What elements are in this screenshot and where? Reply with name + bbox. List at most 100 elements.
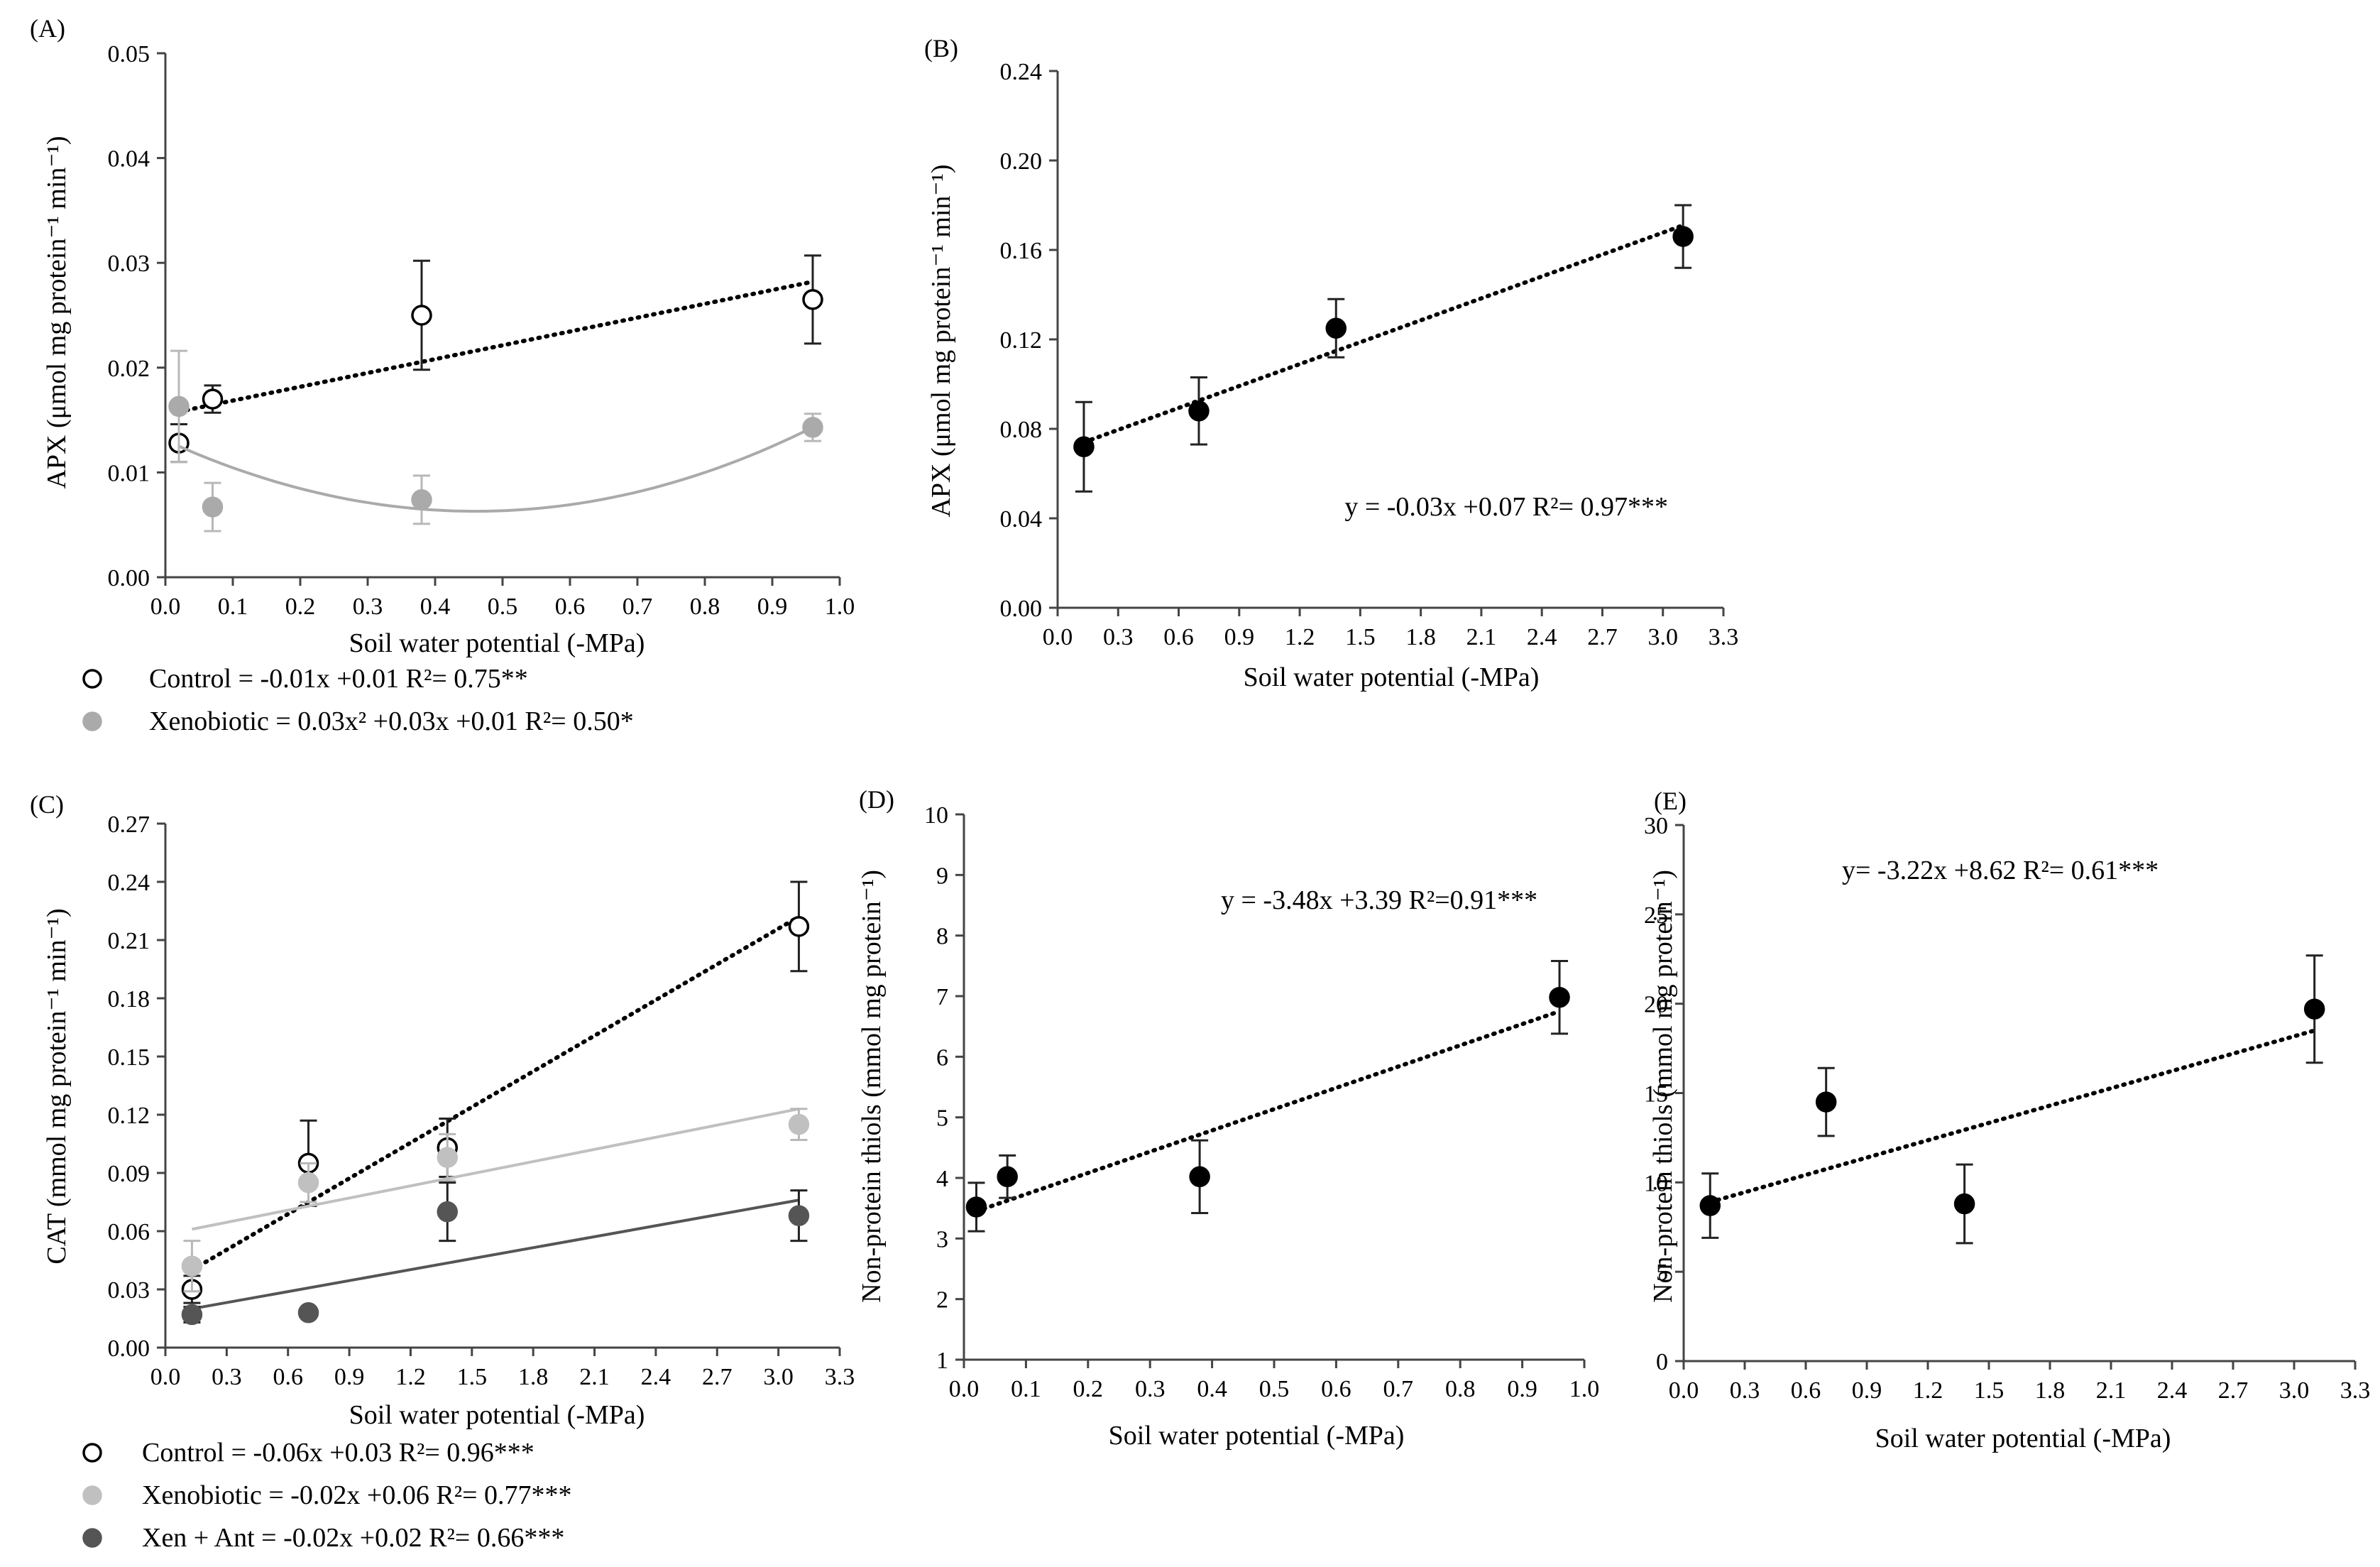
x-tick-label: 1.2 <box>395 1364 426 1390</box>
data-point <box>297 1302 319 1323</box>
x-tick-label: 0.9 <box>1852 1377 1882 1404</box>
data-point <box>997 1166 1018 1188</box>
y-tick-label: 0.15 <box>108 1044 150 1071</box>
y-tick-label: 0.12 <box>108 1103 150 1129</box>
series-control <box>168 254 823 464</box>
x-tick-label: 0.0 <box>150 594 181 620</box>
data-point <box>1699 1195 1721 1216</box>
x-tick-label: 0.3 <box>1730 1377 1760 1404</box>
equation-annotation: y = -0.03x +0.07 R²= 0.97*** <box>1344 492 1668 522</box>
legend-entry: Xenobiotic = -0.02x +0.06 R²= 0.77*** <box>142 1480 572 1510</box>
trend-line <box>177 279 815 414</box>
y-tick-label: 0.08 <box>1000 417 1043 443</box>
y-tick-label: 0.02 <box>108 356 150 382</box>
x-tick-label: 1.8 <box>518 1364 549 1390</box>
y-tick-label: 7 <box>936 984 948 1010</box>
data-point <box>168 395 190 417</box>
data-point <box>411 489 432 510</box>
x-tick-label: 1.5 <box>1974 1377 2005 1404</box>
x-tick-label: 3.3 <box>825 1364 855 1390</box>
data-point <box>788 916 810 937</box>
x-tick-label: 0.4 <box>420 594 451 620</box>
y-tick-label: 10 <box>1644 1170 1668 1196</box>
trend-line <box>1081 223 1686 444</box>
x-axis-title: Soil water potential (-MPa) <box>1244 662 1540 692</box>
x-tick-label: 1.2 <box>1285 624 1315 650</box>
legend-entry: Control = -0.01x +0.01 R²= 0.75** <box>149 664 528 694</box>
x-axis-title: Soil water potential (-MPa) <box>1109 1421 1405 1451</box>
data-point <box>411 305 432 326</box>
series-control <box>965 960 1570 1233</box>
x-axis-title: Soil water potential (-MPa) <box>349 628 645 658</box>
x-tick-label: 0.3 <box>353 594 383 620</box>
y-tick-label: 0.24 <box>1000 59 1043 85</box>
y-tick-label: 0.18 <box>108 986 150 1012</box>
y-tick-label: 0.04 <box>108 146 150 173</box>
panel-label: (C) <box>30 790 64 819</box>
panel-label: (D) <box>859 785 894 814</box>
x-tick-label: 0.9 <box>757 594 788 620</box>
x-tick-label: 1.5 <box>1345 624 1376 650</box>
equation-annotation: y = -3.48x +3.39 R²=0.91*** <box>1221 885 1537 915</box>
data-point <box>1325 317 1347 339</box>
panel-label: (A) <box>30 14 65 43</box>
y-tick-label: 3 <box>936 1226 948 1252</box>
x-tick-label: 2.4 <box>641 1364 671 1390</box>
y-tick-label: 4 <box>936 1166 948 1192</box>
series-xen-ant <box>181 1181 810 1326</box>
data-point <box>202 496 224 518</box>
x-tick-label: 0.2 <box>285 594 316 620</box>
y-tick-label: 1 <box>936 1348 948 1374</box>
y-tick-label: 8 <box>936 924 948 950</box>
data-point <box>181 1304 203 1326</box>
x-axis-title: Soil water potential (-MPa) <box>349 1400 645 1430</box>
y-tick-label: 0.03 <box>108 251 150 277</box>
x-tick-label: 0.0 <box>949 1376 980 1402</box>
x-tick-label: 0.9 <box>1507 1376 1537 1402</box>
legend: Control = -0.01x +0.01 R²= 0.75** Xenobio… <box>82 664 634 736</box>
x-tick-label: 0.0 <box>150 1364 181 1390</box>
panel-c: (C) 0.0 0.3 0.6 0.9 1.2 1.5 1.8 2.1 2.4 2.7 3.0 3.3 0… <box>30 790 855 1553</box>
legend: Control = -0.06x +0.03 R²= 0.96*** Xenobi… <box>82 1438 572 1553</box>
trend-line <box>974 1009 1562 1213</box>
x-tick-label: 3.3 <box>1709 624 1739 650</box>
data-point <box>802 289 823 310</box>
x-tick-label: 1.0 <box>1569 1376 1600 1402</box>
x-tick-label: 0.0 <box>1669 1377 1699 1404</box>
series-xen-ant <box>1699 954 2325 1245</box>
x-tick-label: 0.6 <box>273 1364 303 1390</box>
legend-entry: Xen + Ant = -0.02x +0.02 R²= 0.66*** <box>142 1523 564 1553</box>
x-tick-label: 0.8 <box>690 594 720 620</box>
legend-marker <box>82 1528 102 1548</box>
y-tick-label: 20 <box>1644 992 1668 1018</box>
y-axis-title: Non-protein thiols (mmol mg protein⁻¹) <box>857 870 887 1303</box>
series-xenobiotic <box>168 349 823 533</box>
data-point <box>1188 400 1210 422</box>
y-tick-label: 0.00 <box>108 565 150 591</box>
y-tick-label: 0.03 <box>108 1277 150 1304</box>
x-tick-label: 0.7 <box>623 594 653 620</box>
y-tick-label: 0.21 <box>108 928 150 954</box>
x-axis-title: Soil water potential (-MPa) <box>1875 1424 2171 1453</box>
trend-line <box>192 1107 799 1231</box>
y-tick-label: 0 <box>1656 1349 1668 1375</box>
series-control <box>181 880 810 1304</box>
data-point <box>2303 998 2325 1020</box>
y-tick-label: 0.16 <box>1000 238 1043 264</box>
y-tick-label: 0.06 <box>108 1219 150 1245</box>
data-point <box>297 1172 319 1194</box>
x-tick-label: 1.8 <box>1405 624 1436 650</box>
data-point <box>181 1255 203 1277</box>
series-xen-ant <box>1073 204 1694 493</box>
x-tick-label: 0.0 <box>1043 624 1073 650</box>
y-axis-title: APX (μmol mg protein⁻¹ min⁻¹) <box>42 136 72 488</box>
y-tick-label: 5 <box>1656 1260 1668 1286</box>
x-tick-label: 2.1 <box>2096 1377 2127 1404</box>
x-tick-label: 3.0 <box>2279 1377 2310 1404</box>
legend-entry: Control = -0.06x +0.03 R²= 0.96*** <box>142 1438 534 1468</box>
x-tick-label: 0.6 <box>1321 1376 1351 1402</box>
x-tick-label: 1.5 <box>457 1364 488 1390</box>
x-tick-label: 0.7 <box>1383 1376 1414 1402</box>
y-tick-label: 0.05 <box>108 41 150 67</box>
